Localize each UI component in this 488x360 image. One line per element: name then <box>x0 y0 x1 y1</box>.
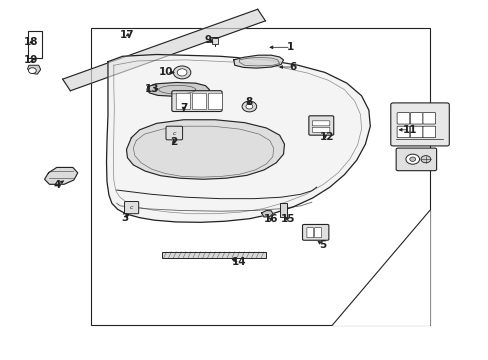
Text: 3: 3 <box>121 213 128 222</box>
FancyBboxPatch shape <box>409 113 422 124</box>
Text: 6: 6 <box>289 62 296 72</box>
Circle shape <box>405 154 419 164</box>
Text: 16: 16 <box>264 215 278 224</box>
FancyBboxPatch shape <box>395 148 436 171</box>
Text: 2: 2 <box>170 138 177 147</box>
Text: 14: 14 <box>232 257 246 267</box>
Text: 15: 15 <box>281 215 295 224</box>
Text: 8: 8 <box>245 97 252 107</box>
FancyBboxPatch shape <box>208 93 222 110</box>
Bar <box>212 38 218 44</box>
Circle shape <box>173 66 190 79</box>
Circle shape <box>245 104 252 109</box>
Text: 17: 17 <box>120 30 135 40</box>
FancyBboxPatch shape <box>314 228 321 238</box>
Bar <box>279 203 286 217</box>
Polygon shape <box>62 9 265 91</box>
Text: 11: 11 <box>402 125 417 135</box>
FancyBboxPatch shape <box>422 113 435 124</box>
Text: 13: 13 <box>144 84 159 94</box>
Text: 19: 19 <box>24 55 38 65</box>
Bar <box>91 28 429 325</box>
Polygon shape <box>27 65 41 74</box>
Text: 1: 1 <box>286 42 294 52</box>
Bar <box>161 252 266 258</box>
Circle shape <box>28 68 36 73</box>
FancyBboxPatch shape <box>390 103 448 146</box>
FancyBboxPatch shape <box>176 93 190 110</box>
Text: 9: 9 <box>204 35 211 45</box>
Polygon shape <box>44 167 78 184</box>
FancyBboxPatch shape <box>165 126 182 140</box>
Text: 7: 7 <box>180 103 187 113</box>
FancyBboxPatch shape <box>396 113 409 124</box>
FancyBboxPatch shape <box>124 202 139 214</box>
Polygon shape <box>147 82 209 96</box>
FancyBboxPatch shape <box>409 126 422 138</box>
FancyBboxPatch shape <box>396 126 409 138</box>
FancyBboxPatch shape <box>171 91 222 112</box>
FancyBboxPatch shape <box>308 116 333 135</box>
Bar <box>27 31 42 58</box>
Polygon shape <box>261 211 272 217</box>
Polygon shape <box>106 54 369 222</box>
Circle shape <box>242 101 256 112</box>
Circle shape <box>420 156 430 163</box>
Text: 10: 10 <box>159 67 173 77</box>
Text: c: c <box>130 205 133 210</box>
Text: 12: 12 <box>320 132 334 142</box>
FancyBboxPatch shape <box>306 228 313 238</box>
FancyBboxPatch shape <box>312 121 329 126</box>
Polygon shape <box>233 55 283 68</box>
Text: c: c <box>172 131 176 135</box>
FancyBboxPatch shape <box>312 127 329 132</box>
Circle shape <box>409 157 415 161</box>
Polygon shape <box>331 211 429 325</box>
Text: 5: 5 <box>318 239 325 249</box>
FancyBboxPatch shape <box>422 126 435 138</box>
Polygon shape <box>126 120 284 179</box>
Circle shape <box>177 69 186 76</box>
FancyBboxPatch shape <box>192 93 206 110</box>
FancyBboxPatch shape <box>302 225 328 240</box>
Text: 4: 4 <box>53 180 61 190</box>
Text: 18: 18 <box>23 37 38 47</box>
